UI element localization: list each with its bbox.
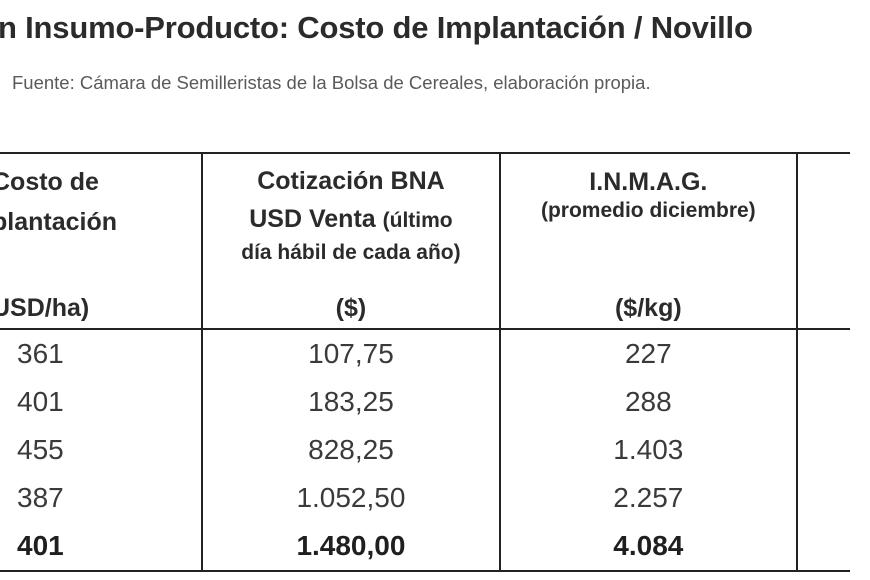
table-row: 455 828,25 1.403 [0, 426, 850, 474]
cell-cotizacion: 828,25 [201, 426, 501, 474]
table-row-total: 401 1.480,00 4.084 [0, 522, 850, 572]
table-row: 387 1.052,50 2.257 [0, 474, 850, 522]
cell-inmag: 2.257 [498, 474, 798, 522]
cell-cut-off [795, 474, 850, 522]
cell-cut-off [795, 426, 850, 474]
cell-inmag: 4.084 [498, 522, 798, 572]
header-costo-unit: USD/ha) [0, 294, 90, 322]
header-cotizacion-sub: día hábil de cada año) [241, 241, 461, 264]
table-row: 361 107,75 227 [0, 329, 850, 378]
cell-costo: 387 [0, 474, 204, 522]
cell-cut-off [795, 522, 850, 572]
table-header-row: Costo de plantación USD/ha) Cotización BN… [0, 152, 850, 330]
header-inmag-unit: ($/kg) [614, 294, 682, 322]
cell-cotizacion: 183,25 [201, 378, 501, 426]
cell-inmag: 1.403 [498, 426, 798, 474]
cell-cut-off [795, 378, 850, 426]
table-row: 401 183,25 288 [0, 378, 850, 426]
cell-inmag: 227 [498, 329, 798, 378]
cell-cotizacion: 1.052,50 [201, 474, 501, 522]
header-inmag-title: I.N.M.A.G. [589, 168, 708, 196]
header-cotizacion-bna: Cotización BNA USD Venta (último día hábi… [201, 152, 501, 330]
header-costo-line2: plantación [0, 208, 118, 236]
cell-costo: 455 [0, 426, 204, 474]
cell-cotizacion: 107,75 [201, 329, 501, 378]
header-cotizacion-line1: Cotización BNA [257, 167, 445, 195]
page-title: n Insumo-Producto: Costo de Implantación… [0, 10, 753, 45]
header-cotizacion-note: (último [382, 209, 453, 232]
cell-costo: 401 [0, 378, 204, 426]
cell-costo: 361 [0, 329, 204, 378]
header-costo-line1: Costo de [0, 168, 99, 196]
cost-table: Costo de plantación USD/ha) Cotización BN… [0, 152, 850, 572]
source-note: Fuente: Cámara de Semilleristas de la Bo… [12, 72, 651, 93]
header-cotizacion-unit: ($) [335, 294, 367, 322]
cell-inmag: 288 [498, 378, 798, 426]
header-costo-implantacion: Costo de plantación USD/ha) [0, 152, 204, 330]
cell-cut-off [795, 329, 850, 378]
header-cut-off-column [795, 152, 850, 330]
header-inmag-sub: (promedio diciembre) [540, 199, 756, 222]
header-cotizacion-line2: USD Venta [249, 205, 376, 233]
cell-cotizacion: 1.480,00 [201, 522, 501, 572]
cell-costo: 401 [0, 522, 204, 572]
header-inmag: I.N.M.A.G. (promedio diciembre) ($/kg) [498, 152, 798, 330]
